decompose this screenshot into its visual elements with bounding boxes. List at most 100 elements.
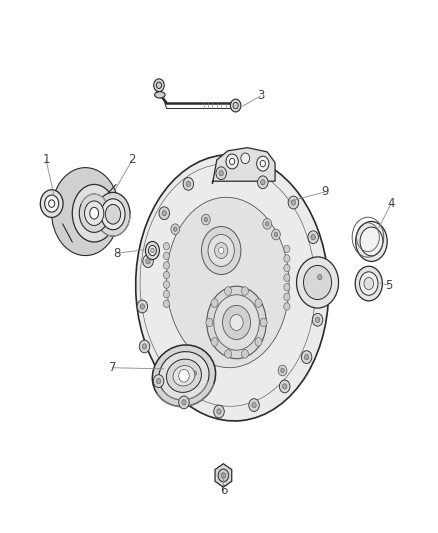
Circle shape [179,396,189,409]
Circle shape [308,231,318,244]
Ellipse shape [364,277,374,290]
Circle shape [283,384,287,389]
Circle shape [163,300,170,308]
Circle shape [208,235,234,266]
Circle shape [45,195,59,212]
Circle shape [284,274,290,281]
Circle shape [225,350,232,358]
Circle shape [162,211,166,216]
Circle shape [301,351,312,364]
Circle shape [304,265,332,300]
Circle shape [288,196,299,209]
Circle shape [156,378,161,384]
Circle shape [163,262,170,269]
Circle shape [186,181,191,187]
Ellipse shape [355,266,382,301]
Circle shape [284,284,290,291]
Circle shape [173,227,177,231]
Circle shape [284,255,290,262]
Ellipse shape [90,207,99,219]
Circle shape [159,207,170,220]
Circle shape [233,102,238,109]
Circle shape [255,337,262,346]
Circle shape [274,232,278,237]
Circle shape [263,219,272,229]
Ellipse shape [360,272,378,295]
Ellipse shape [72,184,116,242]
Circle shape [207,286,266,359]
Circle shape [146,259,150,264]
Circle shape [191,368,199,378]
Ellipse shape [101,199,125,230]
Circle shape [163,290,170,298]
Circle shape [216,167,226,180]
Circle shape [183,177,194,190]
Circle shape [257,156,269,171]
Circle shape [230,99,241,112]
Ellipse shape [179,371,189,381]
Circle shape [142,344,147,349]
Circle shape [260,318,267,327]
Circle shape [221,473,226,478]
Text: 9: 9 [321,185,329,198]
Circle shape [154,79,164,92]
Circle shape [137,300,148,313]
Circle shape [230,314,243,330]
Text: 8: 8 [114,247,121,260]
Circle shape [40,190,63,217]
Circle shape [284,293,290,301]
Circle shape [139,340,150,353]
Circle shape [241,287,248,295]
Ellipse shape [360,227,383,256]
Circle shape [297,257,339,308]
Circle shape [219,247,224,254]
Circle shape [214,295,259,350]
Circle shape [258,176,268,189]
Circle shape [279,380,290,393]
Circle shape [218,469,229,482]
Circle shape [252,402,256,408]
Ellipse shape [166,197,289,368]
Ellipse shape [148,245,156,255]
Circle shape [206,318,213,327]
Circle shape [201,227,241,274]
Circle shape [223,305,251,340]
Circle shape [143,255,153,268]
Circle shape [156,82,162,88]
Circle shape [217,409,221,414]
Ellipse shape [79,194,109,232]
Circle shape [211,299,218,308]
Circle shape [281,368,284,373]
Circle shape [249,399,259,411]
Circle shape [241,350,248,358]
Circle shape [284,303,290,310]
Circle shape [311,235,315,240]
Ellipse shape [136,155,328,421]
Circle shape [204,217,208,222]
Circle shape [284,245,290,253]
Circle shape [140,304,145,309]
Circle shape [201,214,210,225]
Circle shape [265,222,269,226]
Circle shape [315,317,320,322]
Circle shape [153,375,164,387]
Ellipse shape [152,345,215,407]
Circle shape [255,299,262,308]
Circle shape [163,252,170,260]
Circle shape [171,224,180,235]
Text: 1: 1 [42,154,50,166]
Circle shape [230,158,235,165]
Ellipse shape [159,352,209,400]
Text: 7: 7 [109,361,117,374]
Text: 5: 5 [385,279,392,292]
Circle shape [214,405,224,418]
Ellipse shape [155,92,165,98]
Circle shape [211,337,218,346]
Circle shape [318,274,322,280]
Text: 2: 2 [128,154,136,166]
Polygon shape [212,148,275,184]
Circle shape [219,171,223,176]
Text: 4: 4 [387,197,395,210]
Circle shape [304,354,309,360]
Ellipse shape [151,248,154,253]
